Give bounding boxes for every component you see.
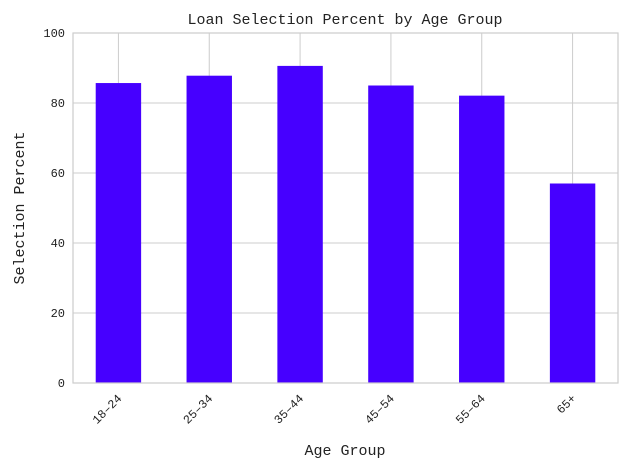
chart-title: Loan Selection Percent by Age Group bbox=[187, 12, 502, 29]
x-tick-label-4: 55–64 bbox=[453, 392, 488, 427]
plot-frame bbox=[72, 32, 619, 384]
y-tick-label-1: 20 bbox=[51, 307, 65, 321]
y-axis-ticks: 0 20 40 60 80 100 bbox=[43, 27, 65, 391]
x-axis-label: Age Group bbox=[304, 443, 385, 460]
y-tick-label-2: 40 bbox=[51, 237, 65, 251]
grid-layer bbox=[73, 32, 618, 384]
x-tick-label-0: 18–24 bbox=[90, 392, 125, 427]
bar-4 bbox=[459, 95, 505, 384]
y-tick-label-5: 100 bbox=[43, 27, 65, 41]
y-tick-label-0: 0 bbox=[58, 377, 65, 391]
x-tick-label-5: 65+ bbox=[554, 392, 579, 417]
y-tick-label-3: 60 bbox=[51, 167, 65, 181]
y-axis-label: Selection Percent bbox=[12, 131, 29, 284]
x-tick-label-3: 45–54 bbox=[362, 392, 397, 427]
y-tick-label-4: 80 bbox=[51, 97, 65, 111]
x-tick-label-2: 35–44 bbox=[272, 392, 307, 427]
bar-1 bbox=[186, 75, 232, 383]
x-tick-label-1: 25–34 bbox=[181, 392, 216, 427]
x-axis-ticks: 18–24 25–34 35–44 45–54 55–64 65+ bbox=[90, 392, 580, 427]
bar-3 bbox=[368, 85, 414, 383]
bar-5 bbox=[549, 183, 596, 383]
bar-2 bbox=[277, 65, 323, 384]
bar-0 bbox=[95, 83, 142, 384]
bar-layer bbox=[95, 65, 596, 384]
